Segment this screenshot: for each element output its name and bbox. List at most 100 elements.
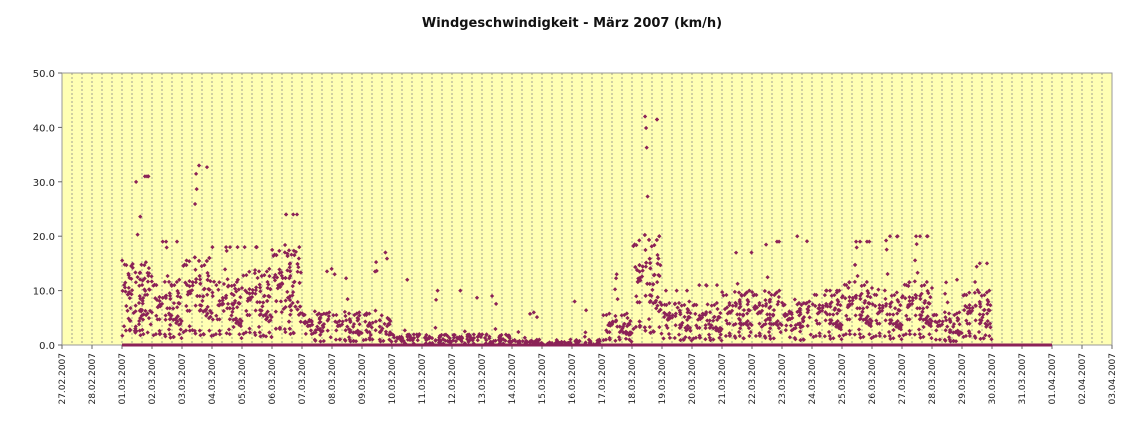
data-point [297, 245, 302, 250]
data-point [207, 287, 212, 292]
data-point [647, 256, 652, 261]
data-point [175, 319, 180, 324]
data-point [393, 339, 398, 344]
data-point [921, 306, 926, 311]
data-point [640, 264, 645, 269]
data-point [978, 304, 983, 309]
data-point [792, 297, 797, 302]
data-point [264, 269, 269, 274]
data-point [377, 324, 382, 329]
data-point [797, 306, 802, 312]
data-point [201, 309, 206, 314]
data-point [452, 335, 457, 340]
data-point [247, 269, 252, 274]
data-point [274, 275, 280, 280]
data-point [711, 318, 716, 323]
data-point [497, 334, 503, 339]
data-point [197, 277, 203, 282]
data-point [736, 290, 742, 295]
data-point [637, 263, 642, 268]
data-point [227, 306, 232, 311]
data-point [855, 273, 860, 279]
data-point [237, 332, 242, 337]
data-point [977, 317, 983, 323]
data-point [707, 310, 713, 315]
data-point [168, 322, 173, 327]
data-point [549, 340, 555, 346]
data-point [655, 279, 660, 285]
data-point [883, 238, 889, 243]
data-point [768, 336, 773, 341]
x-tick-label: 12.03.2007 [448, 353, 458, 405]
x-tick-label: 25.03.2007 [838, 353, 848, 405]
data-point [763, 335, 768, 340]
data-point [989, 337, 994, 342]
data-point [167, 291, 172, 296]
data-point [951, 324, 956, 329]
data-point [267, 330, 272, 335]
data-point [659, 302, 664, 308]
data-point [531, 340, 536, 346]
data-point [259, 273, 264, 279]
data-point [678, 337, 683, 343]
data-point [926, 300, 931, 306]
data-point [884, 247, 889, 252]
data-point [699, 315, 705, 320]
data-point [194, 277, 199, 282]
data-point [225, 301, 231, 306]
data-point [788, 323, 794, 328]
data-point [718, 310, 723, 316]
data-point [763, 298, 768, 303]
data-point [772, 292, 777, 298]
data-point [870, 302, 875, 307]
data-point [746, 326, 752, 331]
data-point [140, 298, 145, 303]
data-point [905, 317, 910, 322]
data-point [736, 316, 742, 321]
data-point [221, 308, 226, 314]
data-point [625, 315, 630, 321]
data-point [167, 312, 173, 318]
data-point [804, 239, 810, 244]
data-point [157, 332, 162, 337]
data-point [645, 281, 650, 286]
data-point [827, 288, 833, 293]
data-point [903, 296, 908, 301]
data-point [405, 277, 410, 282]
data-point [489, 293, 495, 299]
data-point [347, 316, 352, 322]
data-point [143, 308, 148, 313]
data-point [694, 323, 699, 328]
data-point [706, 321, 712, 327]
data-point [475, 334, 480, 339]
data-point [924, 320, 929, 326]
x-tick-label: 04.03.2007 [208, 353, 218, 405]
data-point [928, 321, 933, 326]
data-point [765, 275, 770, 280]
data-point [875, 311, 880, 316]
data-point [343, 328, 348, 333]
data-point [258, 312, 263, 317]
data-point [938, 323, 943, 328]
data-point [348, 319, 353, 325]
data-point [287, 261, 292, 267]
data-point [229, 313, 234, 318]
data-point [643, 293, 648, 298]
data-point [441, 341, 446, 346]
data-point [286, 295, 292, 300]
data-point [651, 301, 656, 306]
data-point [217, 332, 222, 337]
data-point [733, 335, 738, 340]
data-point [297, 280, 302, 286]
data-point [135, 232, 140, 237]
data-point [753, 333, 759, 339]
data-point [315, 327, 321, 332]
data-point [331, 313, 336, 318]
data-point [334, 312, 339, 318]
data-point [664, 312, 670, 318]
data-point [325, 328, 330, 333]
data-point [300, 311, 305, 316]
data-point [289, 308, 294, 313]
data-point [184, 282, 190, 288]
data-point [291, 289, 296, 295]
